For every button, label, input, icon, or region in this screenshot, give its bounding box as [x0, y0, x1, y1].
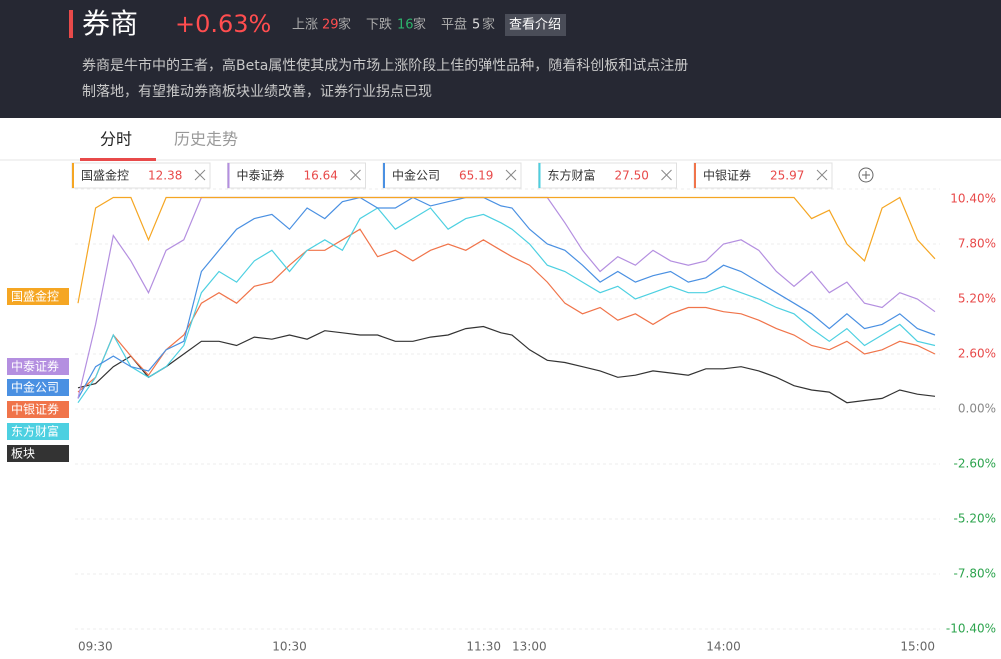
stock-name: 国盛金控 [81, 168, 129, 183]
add-icon [862, 171, 870, 179]
up-label: 上涨 [292, 18, 318, 33]
series-line [77, 196, 936, 399]
flat-count: 5 [472, 18, 480, 33]
y-tick-label: 2.60% [958, 347, 996, 361]
tab-indicator [80, 158, 156, 161]
y-tick-label: -7.80% [954, 567, 996, 581]
series-line [77, 196, 936, 399]
stock-price: 25.97 [770, 169, 804, 183]
legend-label: 中金公司 [11, 380, 59, 395]
series-line [77, 325, 936, 404]
series-line [77, 207, 936, 404]
stock-chip-bar [538, 163, 541, 188]
stock-chip[interactable] [538, 162, 677, 189]
x-tick-label: 14:00 [706, 640, 741, 654]
title-bar [69, 10, 73, 38]
stock-name: 中金公司 [392, 168, 440, 183]
add-button[interactable] [858, 167, 874, 183]
y-tick-label: -5.20% [954, 512, 996, 526]
remove-icon[interactable] [816, 169, 828, 181]
stock-name: 中银证券 [703, 168, 751, 183]
x-tick-label: 11:30 [466, 640, 501, 654]
legend-label: 国盛金控 [11, 289, 59, 304]
x-tick-label: 13:00 [512, 640, 547, 654]
stock-price: 27.50 [615, 169, 649, 183]
description: 制落地，有望推动券商板块业绩改善，证券行业拐点已现 [82, 84, 432, 100]
flat-label: 平盘 [441, 17, 467, 33]
stock-name: 东方财富 [548, 168, 596, 183]
legend-tag [7, 379, 69, 396]
change: +0.63% [175, 10, 271, 38]
stock-name: 中泰证券 [237, 168, 285, 183]
y-tick-label: -10.40% [946, 622, 996, 636]
remove-icon[interactable] [661, 169, 672, 181]
stock-price: 16.64 [304, 169, 338, 183]
remove-icon[interactable] [505, 169, 517, 181]
remove-icon[interactable] [194, 169, 206, 181]
legend-tag [7, 423, 69, 440]
tab[interactable]: 历史走势 [174, 130, 238, 149]
down-count: 16 [397, 18, 414, 33]
series-line [77, 196, 936, 304]
stock-chip-bar [383, 163, 385, 188]
unit: 家 [482, 17, 495, 33]
y-tick-label: 10.40% [950, 192, 996, 206]
legend-label: 中泰证券 [11, 359, 59, 374]
title: 券商 [82, 7, 138, 40]
legend-label: 东方财富 [11, 424, 59, 439]
remove-icon[interactable] [350, 169, 361, 181]
y-tick-label: 0.00% [958, 402, 996, 416]
description: 券商是牛市中的王者，高Beta属性使其成为市场上涨阶段上佳的弹性品种，随着科创板… [82, 57, 688, 74]
stock-price: 65.19 [459, 169, 493, 183]
y-tick-label: 5.20% [958, 292, 996, 306]
stock-chip-bar [694, 163, 696, 188]
y-tick-label: -2.60% [954, 457, 996, 471]
down-label: 下跌 [366, 17, 392, 33]
stock-chip-bar [227, 163, 230, 188]
x-tick-label: 10:30 [272, 640, 307, 654]
y-tick-label: 7.80% [958, 237, 996, 251]
stock-chip[interactable] [693, 162, 833, 189]
stock-chip-bar [72, 163, 74, 188]
intro-button-label[interactable]: 查看介绍 [509, 17, 561, 33]
legend-tag [7, 445, 69, 462]
unit: 家 [413, 17, 426, 33]
up-count: 29 [322, 18, 339, 33]
series-line [77, 228, 936, 393]
tab[interactable]: 分时 [100, 130, 132, 149]
legend-label: 中银证券 [11, 402, 59, 417]
stock-price: 12.38 [148, 169, 182, 183]
legend-tag [7, 401, 69, 418]
x-tick-label: 09:30 [78, 640, 113, 654]
legend-tag [7, 358, 69, 375]
legend-label: 板块 [11, 447, 35, 461]
header-bg [0, 0, 1001, 118]
legend-tag [7, 288, 69, 305]
intro-button[interactable] [505, 14, 566, 36]
unit: 家 [338, 17, 351, 33]
x-tick-label: 15:00 [900, 640, 935, 654]
